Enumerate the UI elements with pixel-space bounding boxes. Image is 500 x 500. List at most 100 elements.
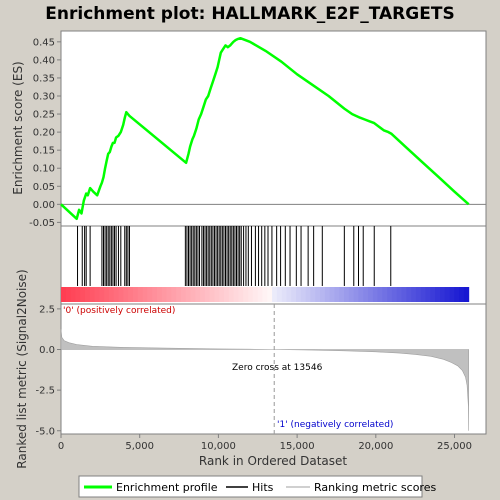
rank-color-cell: [195, 287, 201, 302]
es-y-tick-label: 0.00: [33, 200, 55, 211]
rank-color-cell: [406, 287, 412, 302]
rank-color-cell: [387, 287, 393, 302]
rank-color-cell: [204, 287, 211, 302]
es-y-tick-label: 0.25: [33, 110, 55, 121]
rank-x-tick-label: 10,000: [201, 441, 236, 452]
metric-y-tick-label: -5.0: [35, 426, 55, 437]
rank-x-tick-label: 5,000: [125, 441, 154, 452]
rank-color-cell: [449, 287, 455, 302]
metric-panel: [60, 303, 487, 435]
rank-color-cell: [281, 287, 287, 302]
rank-color-cell: [310, 287, 316, 302]
rank-color-cell: [219, 287, 225, 302]
hits-group: [77, 226, 392, 286]
rank-color-cell: [305, 287, 311, 302]
rank-color-cell: [439, 287, 446, 302]
legend: [78, 475, 423, 498]
es-curve-group: [60, 36, 470, 221]
rank-x-tick-label: 20,000: [358, 441, 393, 452]
es-panel: [60, 30, 487, 227]
rank-color-cell: [358, 287, 364, 302]
rank-color-cell: [70, 287, 76, 302]
rank-color-cell: [228, 287, 235, 302]
metric-y-tick-label: 2.5: [39, 304, 55, 315]
rank-color-cell: [80, 287, 86, 302]
rank-color-cell: [320, 287, 326, 302]
rank-color-cell: [343, 287, 350, 302]
rank-color-cell: [123, 287, 129, 302]
rank-color-cell: [272, 287, 278, 302]
es-y-tick-label: 0.30: [33, 92, 55, 103]
rank-color-cell: [185, 287, 191, 302]
rank-color-cell: [89, 287, 96, 302]
rank-color-cell: [252, 287, 259, 302]
rank-color-cell: [411, 287, 417, 302]
rank-color-cell: [209, 287, 215, 302]
rank-color-cell: [65, 287, 72, 302]
rank-x-tick-label: 0: [58, 441, 64, 452]
rank-color-cell: [339, 287, 345, 302]
rank-color-cell: [61, 287, 67, 302]
es-y-tick-label: 0.40: [33, 55, 55, 66]
positive-correlation-label: '0' (positively correlated): [63, 306, 175, 316]
rank-color-cell: [300, 287, 307, 302]
rank-color-cell: [459, 287, 465, 302]
metric-y-tick-label: 0.0: [39, 345, 55, 356]
rank-x-tick-label: 15,000: [280, 441, 315, 452]
rank-color-cell: [257, 287, 263, 302]
legend-label-enrichment: Enrichment profile: [116, 481, 218, 494]
es-y-tick-label: 0.45: [33, 37, 55, 48]
rank-color-cell: [353, 287, 359, 302]
rank-color-cell: [420, 287, 427, 302]
rank-color-cell: [377, 287, 383, 302]
es-y-tick-label: 0.10: [33, 164, 55, 175]
rank-color-cell: [238, 287, 244, 302]
zero-cross-label: Zero cross at 13546: [232, 363, 323, 373]
rank-color-cell: [363, 287, 369, 302]
rank-color-cell: [147, 287, 153, 302]
rank-color-cell: [200, 287, 206, 302]
rank-color-cell: [291, 287, 297, 302]
rank-color-cell: [156, 287, 163, 302]
rank-color-cell: [190, 287, 196, 302]
es-y-tick-label: 0.05: [33, 182, 55, 193]
es-y-tick-label: 0.15: [33, 146, 55, 157]
rank-color-bar: [61, 287, 470, 302]
rank-color-cell: [430, 287, 436, 302]
rank-color-cell: [334, 287, 340, 302]
rank-color-cell: [99, 287, 105, 302]
rank-color-cell: [391, 287, 398, 302]
rank-color-cell: [243, 287, 249, 302]
es-y-tick-label: -0.05: [29, 218, 55, 229]
rank-color-cell: [104, 287, 110, 302]
rank-color-cell: [329, 287, 335, 302]
ranked-metric-group: [60, 329, 469, 431]
rank-color-cell: [94, 287, 100, 302]
rank-color-cell: [214, 287, 220, 302]
ranked-metric-area: [60, 329, 469, 431]
rank-color-cell: [166, 287, 172, 302]
rank-color-cell: [161, 287, 168, 302]
rank-color-cell: [108, 287, 115, 302]
es-y-axis-label: Enrichment score (ES): [11, 61, 25, 194]
rank-color-cell: [276, 287, 283, 302]
rank-color-cell: [372, 287, 379, 302]
rank-color-cell: [142, 287, 148, 302]
rank-color-cell: [396, 287, 403, 302]
rank-x-tick-label: 25,000: [437, 441, 472, 452]
rank-color-cell: [152, 287, 158, 302]
rank-color-cell: [382, 287, 388, 302]
x-axis-label: Rank in Ordered Dataset: [199, 454, 347, 468]
rank-color-cell: [224, 287, 230, 302]
negative-correlation-label: '1' (negatively correlated): [277, 420, 393, 430]
rank-color-cell: [128, 287, 134, 302]
rank-color-cell: [267, 287, 273, 302]
rank-color-cell: [137, 287, 144, 302]
rank-color-cell: [176, 287, 182, 302]
legend-label-metric: Ranking metric scores: [314, 481, 436, 494]
rank-color-cell: [171, 287, 177, 302]
rank-color-cell: [262, 287, 268, 302]
rank-color-cell: [324, 287, 331, 302]
rank-color-cell: [296, 287, 302, 302]
